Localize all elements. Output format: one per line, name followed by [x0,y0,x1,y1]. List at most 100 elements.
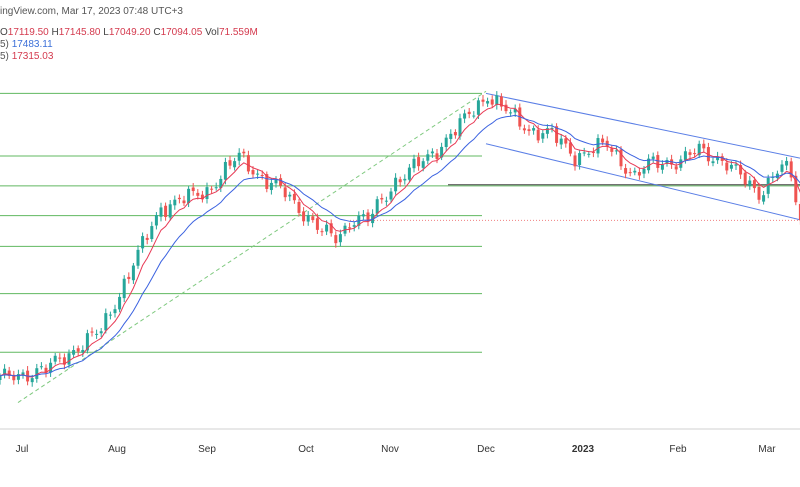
candle [720,153,724,166]
candle [200,190,204,203]
candle [651,152,655,163]
candle [177,194,181,204]
candle-body [205,187,209,200]
candle-body [716,156,720,161]
candle-body [274,179,278,184]
candle [366,209,370,227]
candle-body [366,212,370,222]
candle-body [168,204,172,218]
candle-body [789,161,793,178]
candle-body [329,223,333,234]
x-axis-label: Oct [298,444,314,455]
candle-body [49,362,53,373]
candle [499,93,503,111]
ema-fast-legend[interactable]: 5) 17315.03 [0,51,53,63]
candle-body [499,96,503,107]
candle-body [320,231,324,233]
x-axis-label: Sep [198,444,216,455]
candle [210,185,214,194]
candle [527,124,531,136]
candle-body [798,203,800,221]
candle [44,364,48,378]
ema-fast-value: 17315.03 [11,51,54,62]
candle [762,190,766,205]
candle [734,160,738,171]
candle-body [196,192,200,196]
candle-body [794,175,798,203]
candle [95,329,99,339]
candle-body [545,128,549,134]
candle-body [734,164,738,166]
candle [233,157,237,171]
candle [785,156,789,171]
candle-body [16,374,20,380]
candle-body [7,370,11,376]
candle [325,220,329,236]
candle [141,232,145,253]
candle-body [725,162,729,171]
candle [509,109,513,117]
candle-body [435,153,439,159]
candle [288,191,292,202]
candle-body [614,150,618,152]
candle [532,125,536,135]
candle-body [403,178,407,181]
candle [476,97,480,119]
candle-body [766,177,770,194]
candle [306,211,310,226]
candle-body [637,172,641,176]
candle [154,212,158,230]
candle-body [371,213,375,224]
ema-slow-legend[interactable]: 5) 17483.11 [0,39,53,51]
candle-body [398,179,402,183]
candle [711,157,715,167]
candle-body [150,226,154,240]
candle [39,362,43,370]
candle [145,233,149,245]
candle-body [0,375,2,381]
candle-body [260,174,264,176]
candle [647,154,651,174]
candle-body [35,368,39,379]
candle [187,186,191,208]
candle-body [223,161,227,180]
candle [127,272,131,284]
candle-body [619,149,623,167]
high-value: 17145.80 [58,27,101,38]
candle [361,210,365,220]
candle [739,160,743,179]
candle [118,292,122,313]
candle-body [269,182,273,191]
candle-body [633,170,637,173]
candle [159,202,163,222]
candle-body [587,153,591,155]
candle-body [564,138,568,144]
candle-body [292,193,296,201]
candle [780,160,784,176]
candle-body [104,313,108,331]
candle-body [30,378,34,383]
candle [624,163,628,179]
candle [269,178,273,195]
candle-body [256,173,260,175]
trend-guides [17,90,800,403]
candle-body [596,138,600,154]
candle [559,134,563,150]
candle-body [306,215,310,222]
candle [0,373,2,385]
candle [223,157,227,185]
candle [53,352,57,365]
candle [472,111,476,119]
candle [113,304,117,318]
candle-body [191,187,195,192]
candle [384,196,388,206]
candle [265,171,269,193]
candle-body [352,225,356,227]
candle-body [242,151,246,154]
candle-body [265,174,269,189]
candle-body [660,164,664,170]
candle [21,369,25,379]
candle-body [159,207,163,217]
candle [311,212,315,223]
